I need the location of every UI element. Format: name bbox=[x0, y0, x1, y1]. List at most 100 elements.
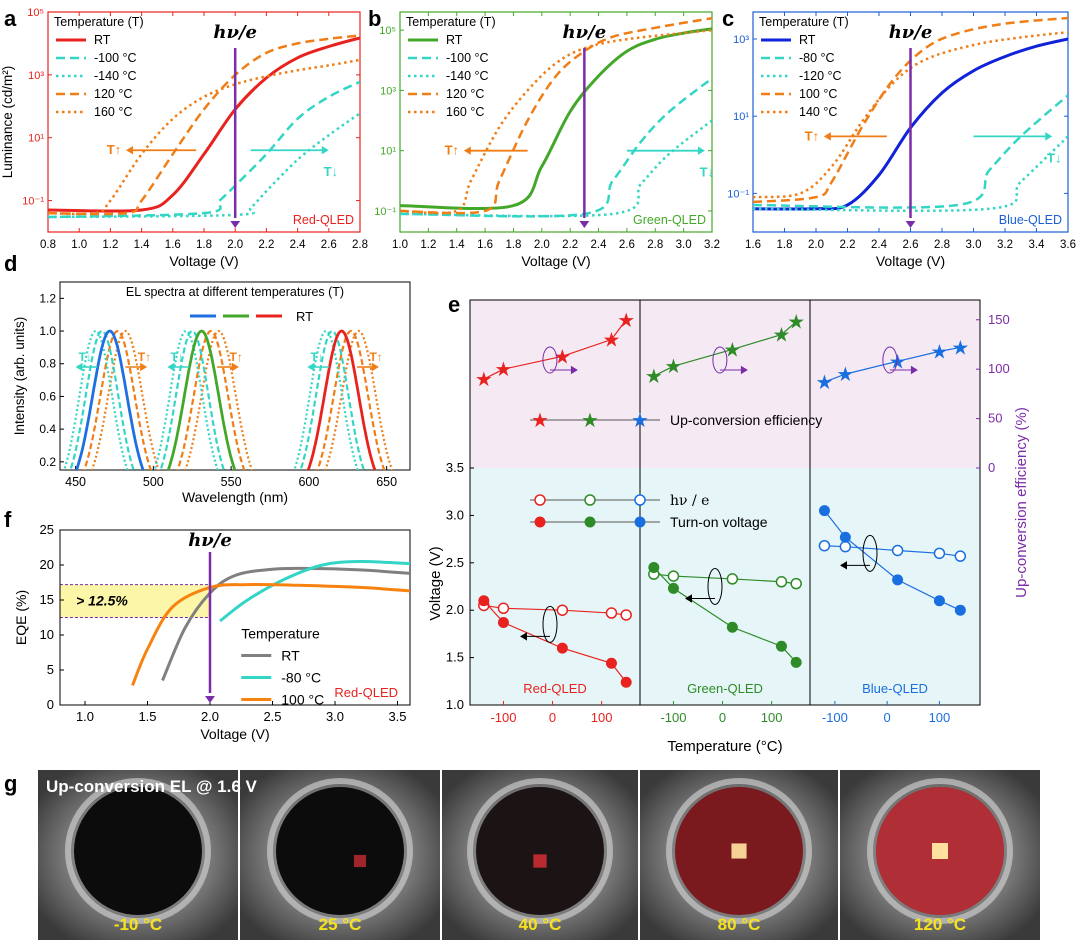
series-group bbox=[753, 16, 1068, 213]
legend-marker bbox=[634, 494, 646, 506]
efficiency-star: ★ bbox=[664, 356, 682, 378]
series-line-160 °C bbox=[400, 28, 712, 215]
y-tick-label: 0 bbox=[47, 697, 54, 712]
efficiency-star: ★ bbox=[889, 351, 907, 373]
temp-arrow-label: T↑ bbox=[445, 143, 459, 158]
legend-title: Temperature (T) bbox=[759, 15, 849, 29]
x-tick-label: 600 bbox=[298, 475, 319, 489]
hv-point bbox=[790, 577, 802, 590]
legend-label-turnon: Turn-on voltage bbox=[670, 514, 768, 530]
x-tick-label: 100 bbox=[591, 710, 613, 725]
legend-label: -120 °C bbox=[799, 69, 842, 83]
x-tick-label: 3.2 bbox=[997, 239, 1013, 251]
hv-point bbox=[620, 609, 632, 621]
photo-caption: Up-conversion EL @ 1.6 V bbox=[46, 777, 258, 796]
y2-tick-label: 0 bbox=[988, 460, 995, 475]
x-tick-label: 1.0 bbox=[392, 239, 408, 251]
axis-indicator-head bbox=[570, 365, 578, 375]
hot-spectrum bbox=[176, 329, 246, 470]
hv-point bbox=[818, 539, 831, 552]
x-tick-label: 0 bbox=[884, 710, 891, 725]
x-tick-label: 2.5 bbox=[263, 709, 281, 724]
x-tick-label: 0.8 bbox=[40, 239, 56, 251]
x-tick-label: 2.2 bbox=[258, 239, 274, 251]
cold-spectrum bbox=[153, 329, 219, 470]
efficiency-star: ★ bbox=[475, 369, 493, 391]
cold-shift-label: T↓ bbox=[79, 350, 92, 364]
hv-point bbox=[839, 540, 852, 553]
x-tick-label: 1.8 bbox=[505, 239, 521, 251]
x-tick-label: 2.8 bbox=[647, 239, 663, 251]
x-tick-label: 1.4 bbox=[134, 239, 151, 251]
series-line-160 °C bbox=[48, 58, 360, 216]
photo-ring bbox=[267, 778, 413, 924]
series-line--140 °C bbox=[48, 112, 360, 219]
axis-indicator-ellipse bbox=[542, 605, 558, 643]
panel-c: 1.6 1.8 2.0 2.2 2.4 2.6 2.8 3.0 3.2 3.4 3.6 10⁻¹ 10¹… bbox=[727, 11, 1076, 269]
x-axis-label: Voltage (V) bbox=[200, 726, 269, 742]
legend-label: 160 °C bbox=[94, 105, 132, 119]
legend-marker bbox=[634, 516, 646, 528]
y2-tick-label: 100 bbox=[988, 361, 1010, 376]
y-axis-label: Luminance (cd/m²) bbox=[0, 66, 15, 179]
series-line-100 °C bbox=[131, 583, 410, 686]
legend-label: -100 °C bbox=[94, 51, 137, 65]
turnon-point bbox=[478, 595, 490, 607]
x-tick-label: 2.8 bbox=[934, 239, 950, 251]
legend-label: -80 °C bbox=[281, 670, 321, 686]
photo-temperature: -10 °C bbox=[114, 915, 162, 934]
y-tick-label: 1.2 bbox=[39, 291, 56, 305]
turnon-point bbox=[790, 656, 802, 668]
temp-arrow-head bbox=[1045, 132, 1053, 141]
series-group bbox=[400, 16, 712, 218]
rt-spectrum bbox=[74, 329, 145, 470]
y-tick-label: 0.8 bbox=[39, 357, 56, 371]
x-tick-label: 2.0 bbox=[808, 239, 824, 251]
turnon-point bbox=[892, 574, 904, 586]
voltage-background bbox=[810, 468, 980, 705]
y-tick-label: 10⁵ bbox=[379, 25, 396, 37]
y2-axis-label: Up-conversion efficiency (%) bbox=[1013, 407, 1030, 598]
device-label: Green-QLED bbox=[687, 681, 763, 696]
hv-label: hν/e bbox=[889, 22, 933, 43]
legend-label-hv: hν / e bbox=[670, 493, 709, 509]
temp-arrow-label: T↓ bbox=[324, 164, 338, 179]
device-tag: Red-QLED bbox=[334, 685, 398, 700]
panel-e: -100 0 100★ ★★★★Red-QLED-100 0 100★ ★★★★Green-… bbox=[427, 299, 1030, 755]
panel-letter-b: b bbox=[368, 6, 381, 31]
x-tick-label: 1.0 bbox=[76, 709, 94, 724]
cold-spectrum bbox=[293, 329, 359, 470]
plot-frame bbox=[469, 299, 981, 706]
legend-label: RT bbox=[281, 648, 300, 664]
x-tick-label: 100 bbox=[929, 710, 951, 725]
y-tick-label: 0.2 bbox=[39, 455, 56, 469]
x-axis-label: Voltage (V) bbox=[521, 253, 590, 269]
device-tag: Red-QLED bbox=[293, 213, 354, 227]
x-tick-label: 650 bbox=[376, 475, 397, 489]
photo-aperture bbox=[74, 787, 202, 915]
x-tick-label: 3.2 bbox=[704, 239, 720, 251]
legend-marker bbox=[584, 494, 596, 506]
x-axis-label: Temperature (°C) bbox=[667, 738, 782, 755]
photo-emitter bbox=[932, 843, 948, 859]
x-tick-label: 1.2 bbox=[420, 239, 436, 251]
efficiency-star: ★ bbox=[602, 330, 620, 352]
photo-ring bbox=[666, 778, 812, 924]
efficiency-star: ★ bbox=[494, 359, 512, 381]
x-tick-label: 1.2 bbox=[102, 239, 118, 251]
temp-arrow-label: T↓ bbox=[1047, 150, 1061, 165]
y-tick-label: 10⁻¹ bbox=[22, 196, 44, 208]
y-tick-label: 1.0 bbox=[446, 697, 464, 712]
photo-temperature: 25 °C bbox=[319, 915, 362, 934]
series-line--80 °C bbox=[753, 94, 1068, 209]
axis-indicator-ellipse bbox=[882, 346, 898, 374]
device-label: Blue-QLED bbox=[862, 681, 928, 696]
efficiency-star: ★ bbox=[617, 310, 635, 332]
hv-point bbox=[497, 602, 510, 615]
panel-a: 0.8 1.0 1.2 1.4 1.6 1.8 2.0 2.2 2.4 2.6 2.8 10⁻¹ 10¹… bbox=[0, 7, 368, 269]
device-tag: Blue-QLED bbox=[999, 213, 1062, 227]
hot-spectrum bbox=[316, 329, 386, 470]
x-tick-label: 2.4 bbox=[591, 239, 608, 251]
turnon-point bbox=[556, 642, 568, 654]
hv-point bbox=[556, 604, 569, 616]
